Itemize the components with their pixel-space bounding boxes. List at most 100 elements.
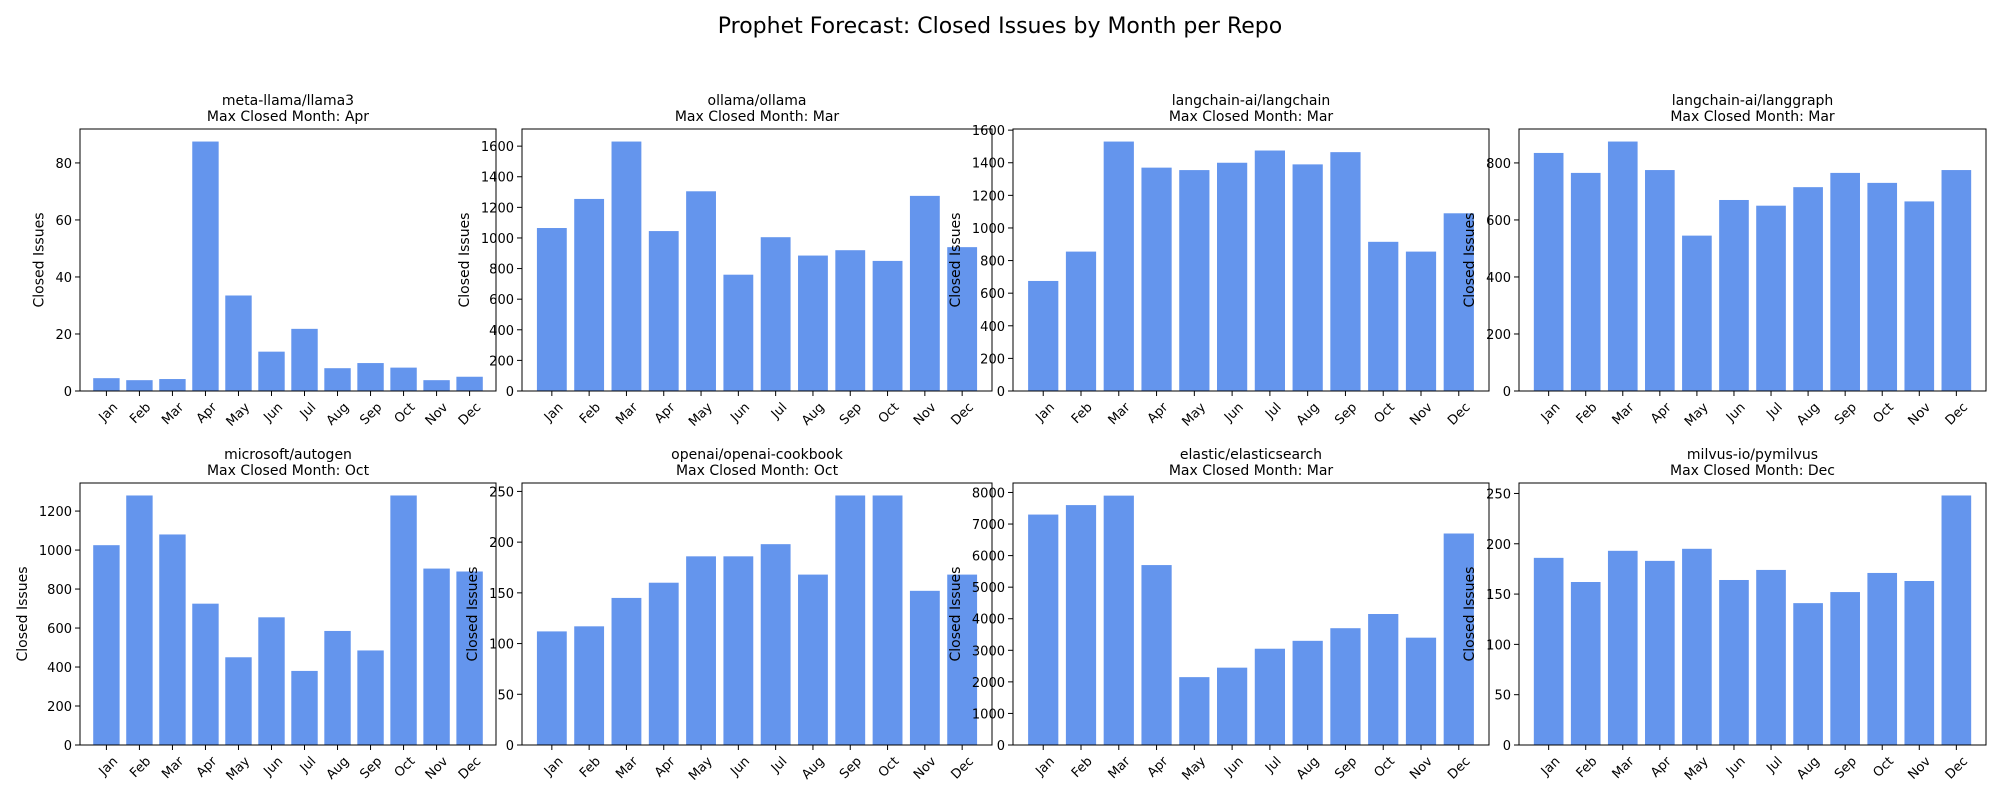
x-tick-label: Apr: [1648, 400, 1675, 427]
bar: [1830, 592, 1860, 745]
y-tick-label: 400: [47, 661, 72, 676]
bar: [1330, 628, 1361, 745]
x-tick-label: Nov: [1905, 754, 1934, 783]
y-tick-label: 2000: [972, 676, 1005, 691]
bar: [1645, 170, 1675, 391]
x-tick-label: May: [686, 400, 716, 430]
x-tick-label: Oct: [1371, 754, 1398, 781]
y-tick-label: 3000: [972, 644, 1005, 659]
x-tick-label: Jan: [1538, 754, 1563, 779]
y-tick-label: 200: [1486, 328, 1511, 343]
bar: [909, 590, 940, 745]
plot-frame: [79, 482, 497, 746]
y-tick-label: 40: [55, 271, 72, 286]
y-tick-label: 200: [489, 354, 514, 369]
y-tick-label: 250: [489, 485, 514, 500]
x-tick-label: Feb: [1069, 400, 1096, 427]
y-axis-label: Closed Issues: [465, 567, 481, 662]
panel-title: openai/openai-cookbook: [671, 447, 844, 463]
bar: [574, 626, 605, 745]
bar: [798, 574, 828, 745]
y-tick-label: 0: [997, 385, 1005, 400]
x-tick-label: Dec: [948, 400, 976, 428]
bar: [1028, 280, 1059, 391]
y-tick-label: 0: [506, 739, 514, 754]
bar: [1719, 579, 1749, 745]
plot-frame: [1518, 482, 1987, 746]
bar: [159, 534, 186, 745]
y-tick-label: 600: [47, 622, 72, 637]
x-tick-label: Sep: [837, 754, 865, 782]
panel-title: ollama/ollama: [708, 93, 807, 109]
x-tick-label: Feb: [1574, 754, 1601, 781]
y-tick-label: 1000: [481, 232, 514, 247]
panel-title: milvus-io/pymilvus: [1687, 447, 1818, 463]
bar: [1682, 548, 1712, 745]
bar: [456, 571, 483, 745]
bar: [1830, 172, 1860, 391]
y-axis-label: Closed Issues: [948, 213, 964, 308]
plot-frame: [1012, 128, 1490, 392]
y-axis-label: Closed Issues: [457, 213, 473, 308]
y-tick-label: 1000: [972, 222, 1005, 237]
x-tick-label: Sep: [1332, 754, 1360, 782]
x-tick-label: Sep: [357, 754, 385, 782]
x-tick-label: Dec: [948, 754, 976, 782]
x-tick-label: May: [224, 754, 254, 784]
bar: [1793, 187, 1823, 391]
bar: [909, 195, 940, 391]
bar: [357, 363, 384, 391]
y-axis-label: Closed Issues: [31, 213, 47, 308]
x-tick-label: Jul: [1262, 400, 1284, 422]
x-tick-label: Oct: [1870, 400, 1897, 427]
x-tick-label: Apr: [194, 400, 221, 427]
x-tick-label: Jul: [1763, 400, 1785, 422]
bar: [390, 495, 417, 745]
x-tick-label: Feb: [127, 400, 154, 427]
bar: [126, 495, 153, 745]
x-tick-label: Nov: [1905, 400, 1934, 429]
y-tick-label: 80: [55, 157, 72, 172]
y-tick-label: 200: [489, 536, 514, 551]
bar: [1867, 572, 1898, 745]
y-tick-label: 800: [489, 263, 514, 278]
bar: [723, 274, 754, 391]
x-tick-label: Nov: [423, 754, 452, 783]
x-tick-label: May: [1179, 400, 1209, 430]
x-tick-label: Apr: [194, 754, 221, 781]
y-tick-label: 1000: [972, 707, 1005, 722]
x-tick-label: May: [224, 400, 254, 430]
x-tick-label: Jan: [96, 400, 121, 425]
x-tick-label: Nov: [423, 400, 452, 429]
bar: [648, 231, 679, 391]
x-tick-label: Oct: [876, 754, 903, 781]
y-tick-label: 0: [64, 385, 72, 400]
panel-subtitle: Max Closed Month: Oct: [676, 463, 839, 479]
bar: [872, 495, 903, 745]
bar: [798, 255, 828, 391]
x-tick-label: May: [1682, 400, 1712, 430]
x-tick-label: Jun: [261, 400, 287, 426]
panel-subtitle: Max Closed Month: Mar: [675, 109, 840, 125]
x-tick-label: Jul: [297, 400, 319, 422]
x-tick-label: Jan: [541, 400, 566, 425]
bar: [1368, 241, 1399, 391]
bar: [324, 368, 351, 391]
bar: [1103, 141, 1134, 391]
x-tick-label: Aug: [324, 754, 353, 783]
y-tick-label: 100: [489, 638, 514, 653]
bar: [1330, 152, 1361, 391]
y-tick-label: 5000: [972, 581, 1005, 596]
x-tick-label: Aug: [1794, 754, 1823, 783]
x-tick-label: Dec: [1445, 754, 1473, 782]
x-tick-label: Sep: [1832, 400, 1860, 428]
bar: [324, 630, 351, 745]
y-tick-label: 150: [489, 587, 514, 602]
bar: [192, 603, 219, 745]
